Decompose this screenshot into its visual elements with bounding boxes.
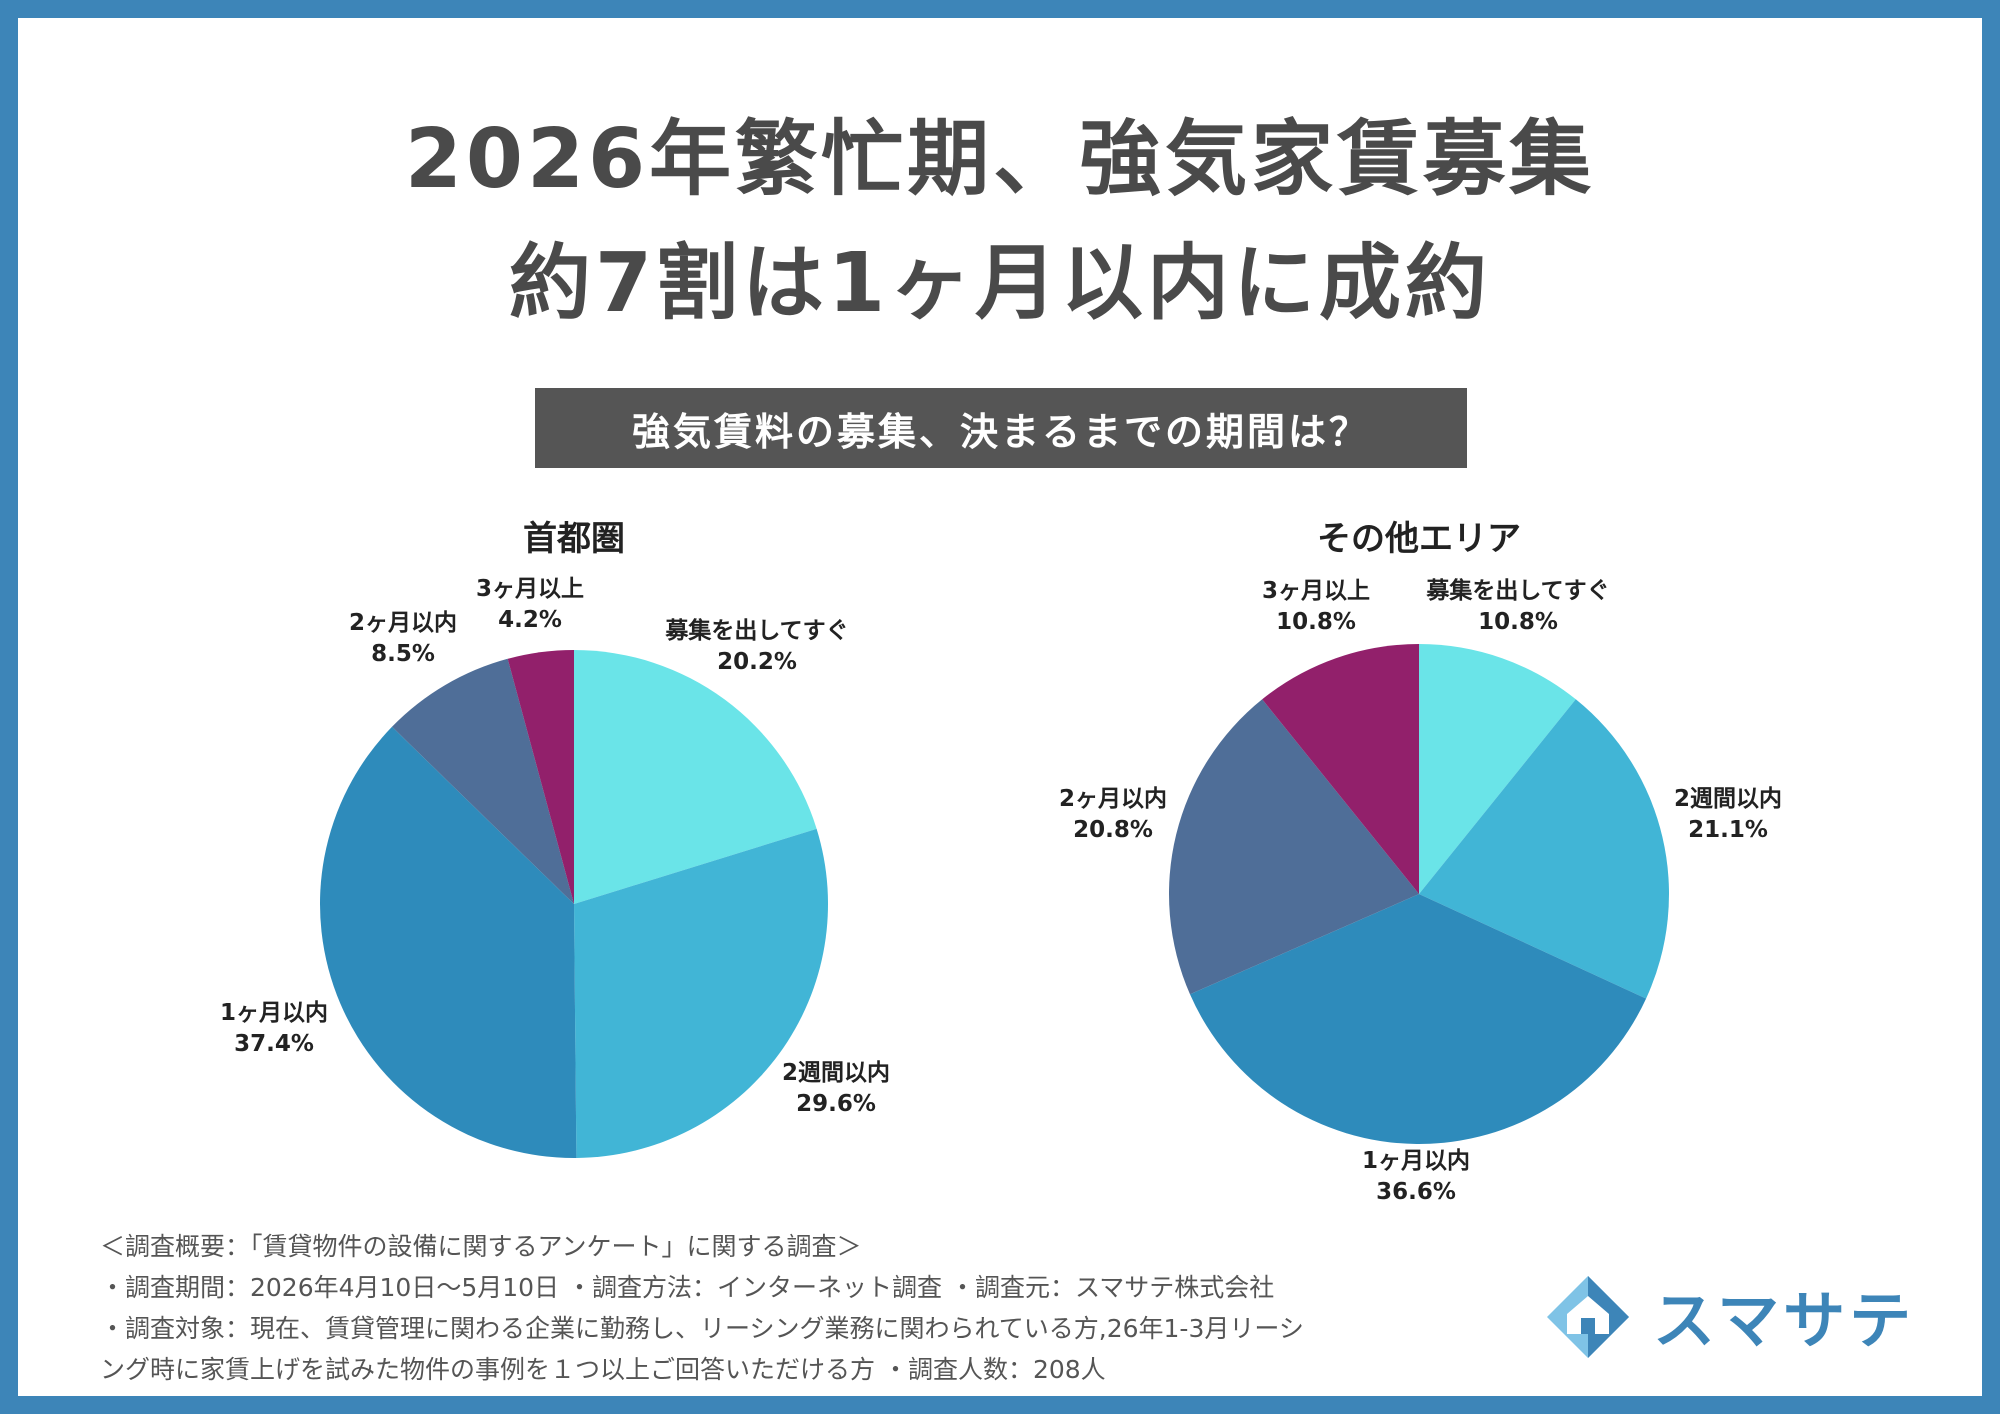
pie-slice (320, 726, 577, 1158)
question-banner: 強気賃料の募集、決まるまでの期間は？ (535, 388, 1467, 468)
slice-value-label: 10.8% (1276, 609, 1356, 635)
slice-label: 1ヶ月以内 (220, 1000, 328, 1026)
slice-label: 募集を出してすぐ (1425, 577, 1609, 604)
pie-slice (574, 828, 828, 1158)
slice-label: 1ヶ月以内 (1362, 1148, 1470, 1174)
slice-label: 2ヶ月以内 (349, 610, 457, 636)
survey-note-line: ・調査期間：2026年4月10日～5月10日 ・調査方法：インターネット調査 ・… (100, 1273, 1275, 1302)
slice-label: 3ヶ月以上 (1262, 578, 1370, 604)
pie-slice (574, 650, 817, 904)
slice-label: 3ヶ月以上 (476, 576, 584, 602)
brand-logo: スマサテ (1543, 1266, 1911, 1366)
slice-value-label: 29.6% (796, 1091, 876, 1117)
survey-note-line: ング時に家賃上げを試みた物件の事例を１つ以上ご回答いただける方 ・調査人数：20… (100, 1355, 1106, 1384)
slice-value-label: 21.1% (1688, 817, 1768, 843)
title-line-1: 2026年繁忙期、強気家賃募集 (404, 112, 1596, 207)
house-diamond-icon (1547, 1276, 1629, 1358)
chart-title: 首都圏 (523, 519, 625, 559)
pie-slice (1419, 699, 1669, 999)
slice-label: 2週間以内 (782, 1060, 890, 1086)
survey-notes: ＜調査概要：「賃貸物件の設備に関するアンケート」に関する調査＞ ・調査期間：20… (100, 1226, 1500, 1390)
infographic-card: 2026年繁忙期、強気家賃募集 約7割は1ヶ月以内に成約 強気賃料の募集、決まる… (18, 18, 1982, 1396)
survey-note-line: ・調査対象：現在、賃貸管理に関わる企業に勤務し、リーシング業務に関わられている方… (100, 1314, 1304, 1343)
pie-slice (1169, 699, 1419, 995)
slice-label: 募集を出してすぐ (664, 617, 848, 644)
pie-slice (392, 658, 574, 904)
pie-slice (507, 650, 574, 904)
slice-value-label: 20.2% (717, 649, 797, 675)
slice-value-label: 8.5% (371, 641, 435, 667)
pie-slice (1419, 644, 1576, 894)
page-title: 2026年繁忙期、強気家賃募集 約7割は1ヶ月以内に成約 (18, 98, 1982, 346)
slice-value-label: 10.8% (1478, 609, 1558, 635)
slice-label: 2ヶ月以内 (1059, 786, 1167, 812)
brand-name: スマサテ (1653, 1284, 1916, 1357)
slice-value-label: 20.8% (1073, 817, 1153, 843)
slice-value-label: 4.2% (498, 607, 562, 633)
slice-label: 2週間以内 (1674, 786, 1782, 812)
slice-value-label: 37.4% (234, 1031, 314, 1057)
slice-value-label: 36.6% (1376, 1179, 1456, 1205)
pie-slice (1189, 894, 1647, 1144)
title-line-2: 約7割は1ヶ月以内に成約 (508, 236, 1492, 331)
survey-note-line: ＜調査概要：「賃貸物件の設備に関するアンケート」に関する調査＞ (100, 1232, 862, 1261)
chart-title: その他エリア (1317, 519, 1521, 559)
pie-slice (1262, 644, 1419, 894)
